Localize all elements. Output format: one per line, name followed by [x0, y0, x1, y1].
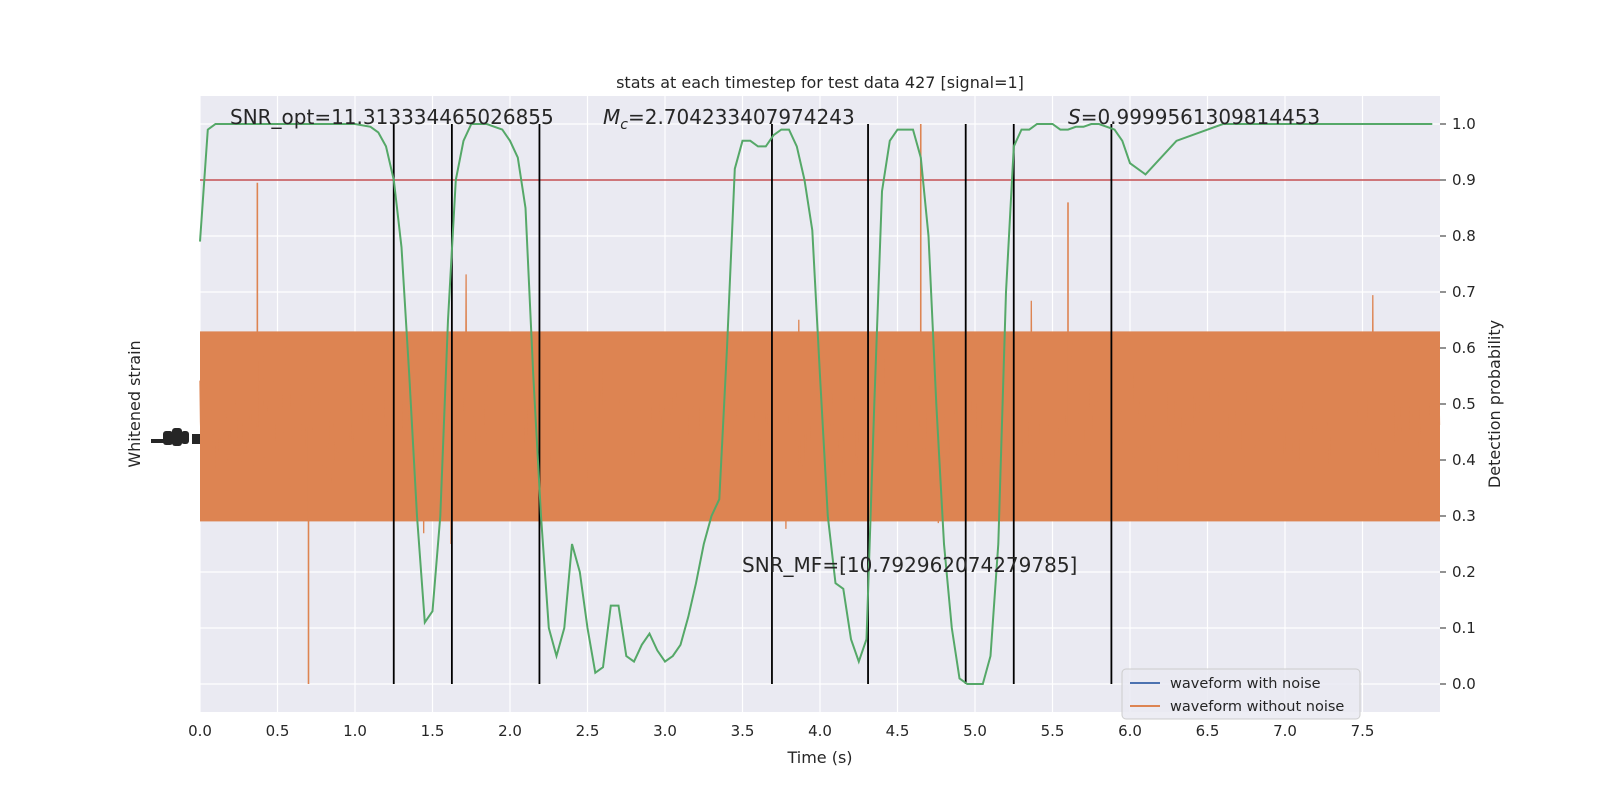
legend: waveform with noise waveform without noi… [1121, 668, 1361, 720]
x-tick-labels: 0.0 0.5 1.0 1.5 2.0 2.5 3.0 3.5 4.0 4.5 5.0 5.5 6.0 6… [188, 722, 1374, 740]
strain-trace [199, 274, 1441, 534]
legend-label-without-noise: waveform without noise [1170, 699, 1344, 715]
y-tick-label: 0.3 [1452, 507, 1476, 525]
s-annotation: S=0.9999561309814453 [1068, 105, 1320, 129]
y-right-tick-labels: 0.0 0.1 0.2 0.3 0.4 0.5 0.6 0.7 0.8 0.9 1.0 [1440, 115, 1476, 693]
y-tick-label: 0.1 [1452, 619, 1476, 637]
snr-opt-annotation: SNR_opt=11.313334465026855 [230, 105, 554, 129]
x-tick-label: 1.0 [343, 722, 367, 740]
chart-title: stats at each timestep for test data 427… [616, 73, 1024, 92]
x-tick-label: 4.0 [808, 722, 832, 740]
y-tick-label: 0.4 [1452, 451, 1476, 469]
y-tick-label: 0.7 [1452, 283, 1476, 301]
x-tick-label: 1.5 [421, 722, 445, 740]
x-tick-label: 0.0 [188, 722, 212, 740]
legend-box [1121, 668, 1361, 720]
y-tick-label: 0.5 [1452, 395, 1476, 413]
x-tick-label: 7.0 [1273, 722, 1297, 740]
y-tick-label: 1.0 [1452, 115, 1476, 133]
x-axis-label: Time (s) [786, 748, 852, 767]
y-axis-label-left: Whitened strain [125, 340, 144, 467]
x-tick-label: 5.0 [963, 722, 987, 740]
y-tick-label: 0.9 [1452, 171, 1476, 189]
x-tick-label: 2.5 [576, 722, 600, 740]
y-tick-label: 0.2 [1452, 563, 1476, 581]
x-tick-label: 0.5 [266, 722, 290, 740]
vertical-markers [392, 124, 1113, 684]
chirp-mass-annotation: Mc=2.704233407974243 [603, 105, 855, 133]
legend-label-with-noise: waveform with noise [1170, 676, 1321, 692]
snr-mf-annotation: SNR_MF=[10.792962074279785] [742, 553, 1077, 577]
y-tick-label: 0.6 [1452, 339, 1476, 357]
x-tick-label: 3.0 [653, 722, 677, 740]
x-tick-label: 4.5 [886, 722, 910, 740]
x-tick-label: 6.0 [1118, 722, 1142, 740]
left-axis-tick-clutter [151, 428, 200, 446]
x-tick-label: 6.5 [1196, 722, 1220, 740]
x-tick-label: 7.5 [1351, 722, 1375, 740]
waveform-without-noise-line [199, 124, 1441, 684]
y-tick-label: 0.8 [1452, 227, 1476, 245]
x-tick-label: 3.5 [731, 722, 755, 740]
y-tick-label: 0.0 [1452, 675, 1476, 693]
detection-probability-line [199, 123, 1433, 685]
x-tick-label: 5.5 [1041, 722, 1065, 740]
x-tick-label: 2.0 [498, 722, 522, 740]
y-axis-label-right: Detection probability [1485, 320, 1504, 488]
